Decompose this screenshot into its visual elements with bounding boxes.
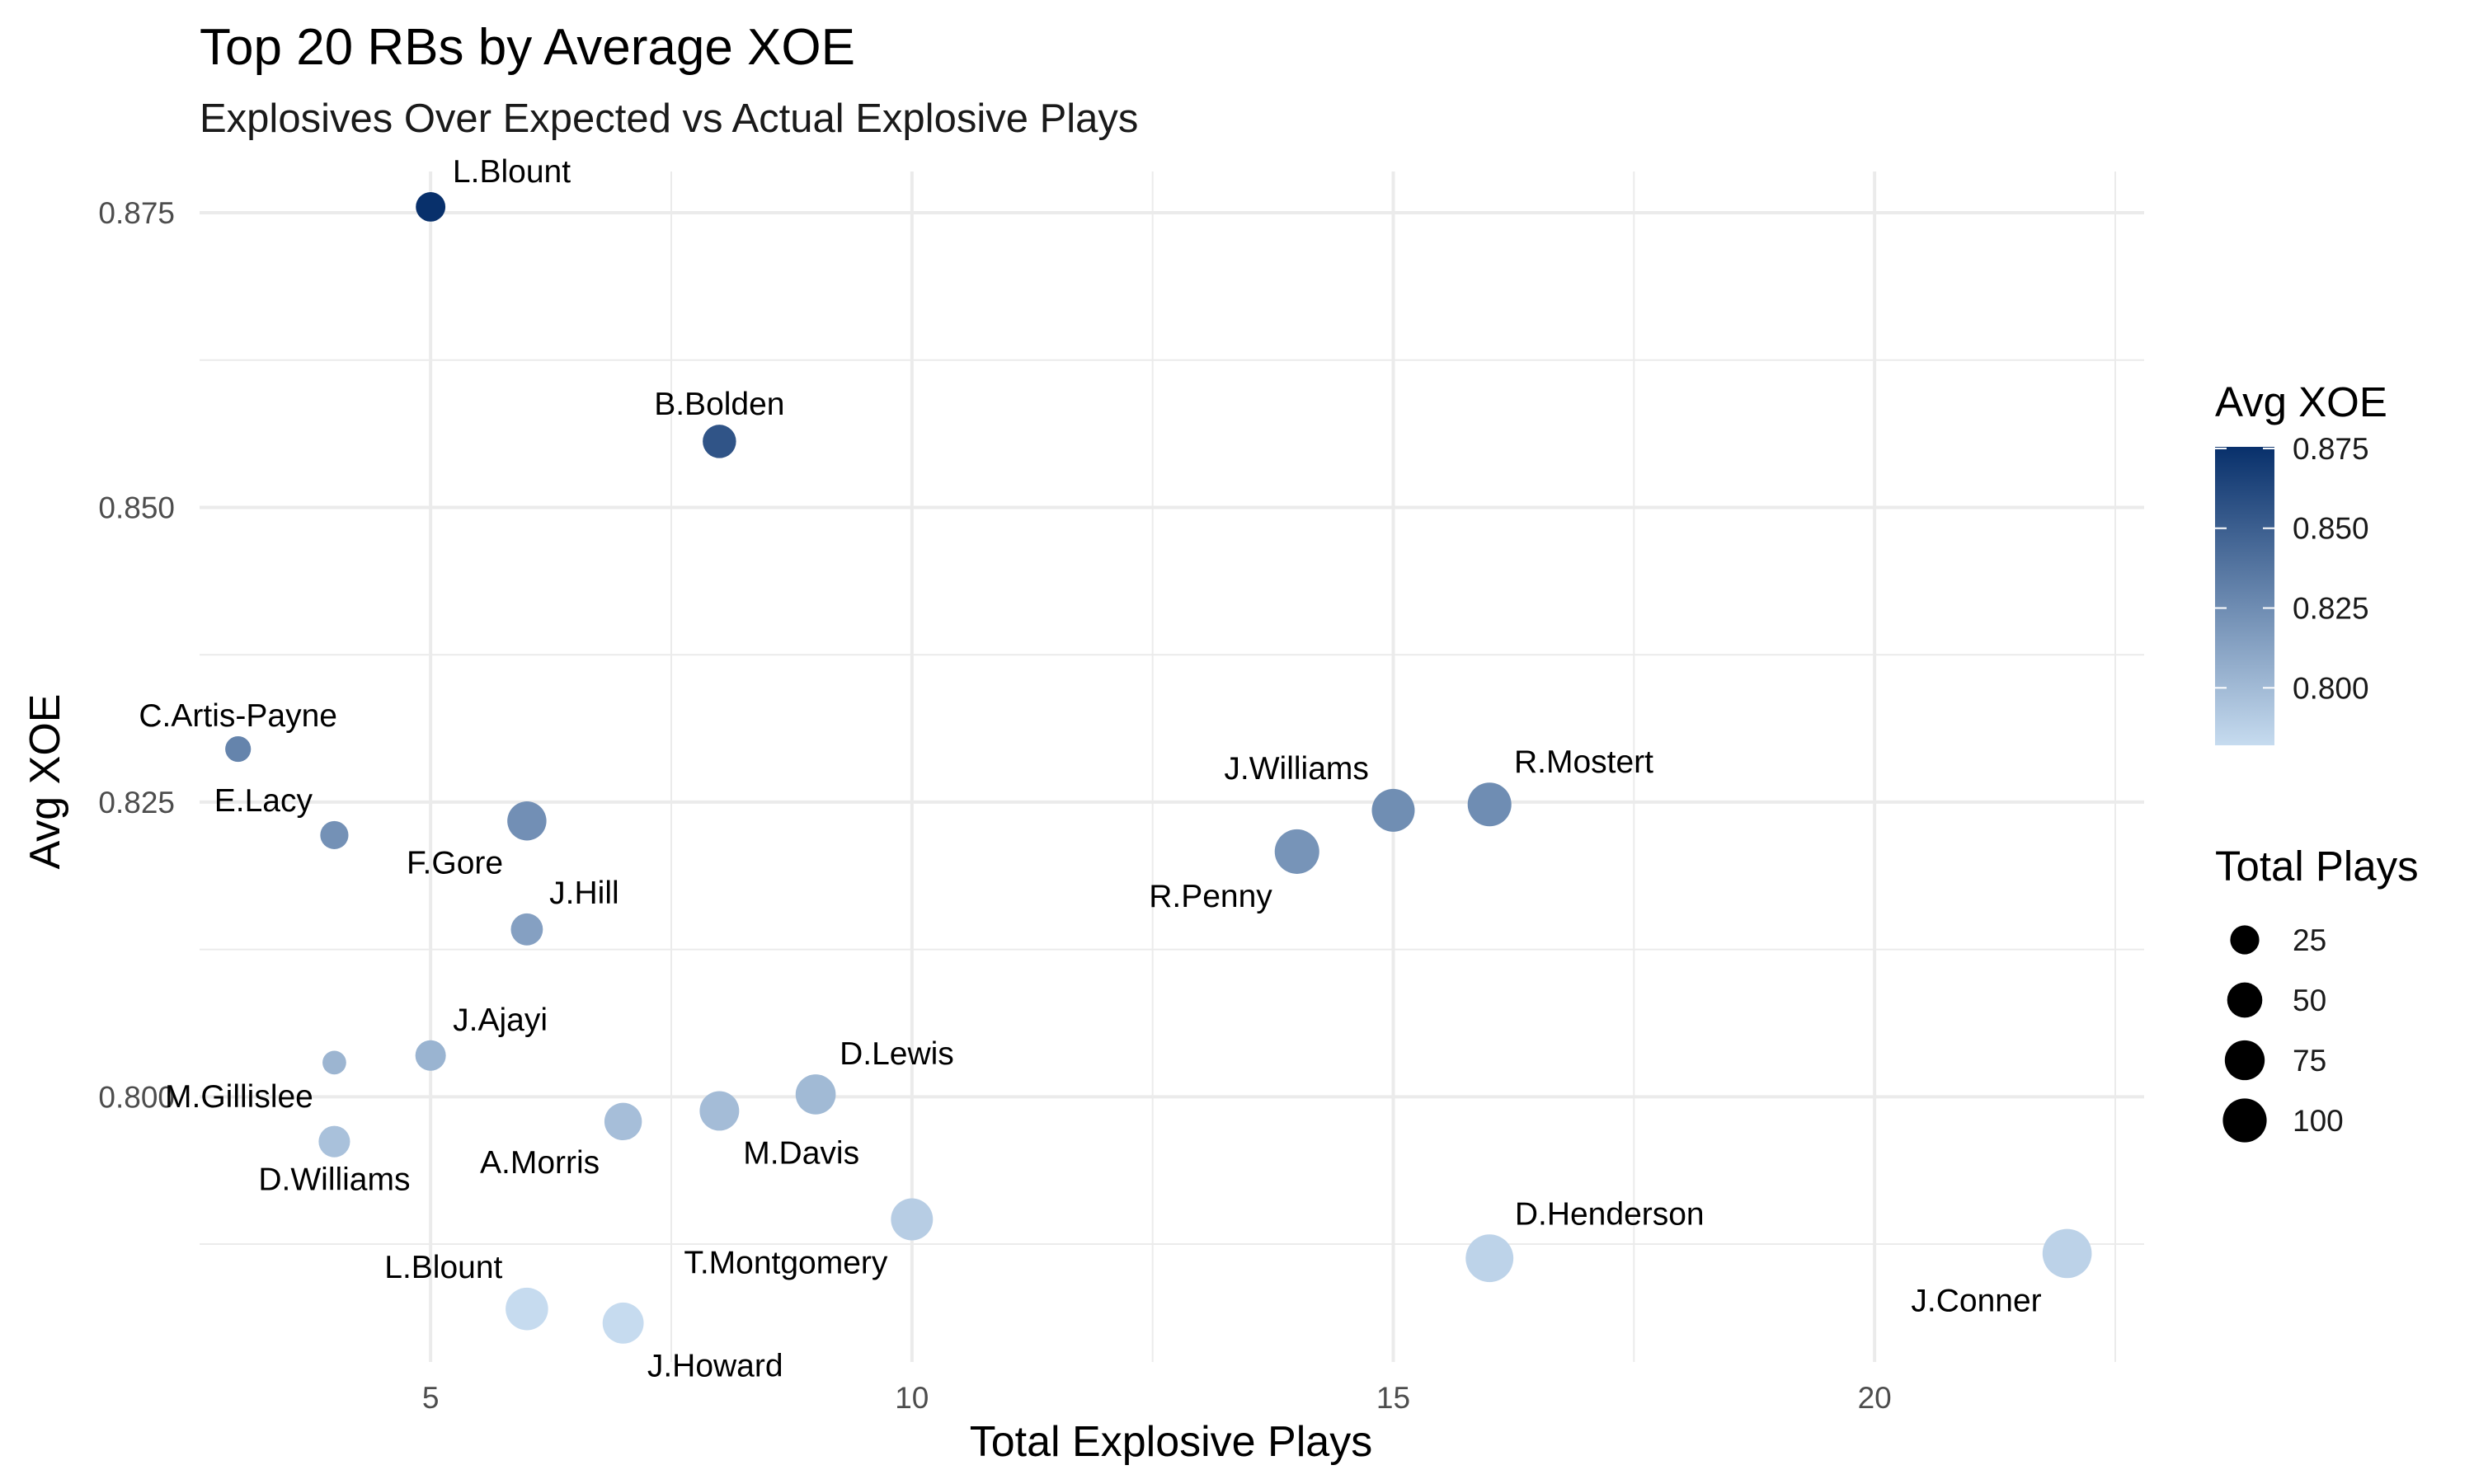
color-legend-label: 0.825 [2293,592,2369,626]
color-legend-title: Avg XOE [2215,378,2387,425]
data-point [1274,829,1319,874]
color-legend: Avg XOE 0.800 0.825 0.850 0.875 [2215,378,2387,745]
color-legend-label: 0.850 [2293,512,2369,546]
y-axis-title: Avg XOE [21,694,69,870]
point-label: D.Henderson [1515,1196,1705,1232]
size-legend-label: 50 [2293,984,2326,1017]
data-point [322,1050,346,1075]
size-legend-label: 100 [2293,1104,2344,1138]
data-point [507,801,547,841]
point-label: F.Gore [407,845,503,881]
data-point [320,820,349,849]
y-tick-label: 0.800 [98,1080,175,1114]
x-tick-label: 10 [895,1381,929,1415]
data-point [506,1287,548,1331]
point-label: J.Howard [647,1349,783,1384]
data-point [416,191,446,222]
point-label: B.Bolden [654,387,784,422]
size-legend-title: Total Plays [2215,843,2419,890]
size-legend-label: 25 [2293,923,2326,957]
point-label: M.Davis [743,1135,859,1171]
size-legend: Total Plays 25 50 75 100 [2215,843,2419,1143]
point-label: D.Williams [258,1162,410,1198]
point-label: D.Lewis [840,1036,954,1072]
point-label: J.Conner [1911,1283,2041,1318]
point-label: R.Mostert [1514,744,1653,780]
data-point [1465,1234,1514,1283]
point-label: L.Blount [384,1250,502,1285]
point-label: R.Penny [1149,879,1272,914]
data-point [225,735,252,763]
y-axis-ticks: 0.800 0.825 0.850 0.875 [98,196,175,1114]
data-point [699,1091,740,1131]
size-legend-key [2224,1040,2265,1081]
data-point [1467,782,1512,827]
point-label: T.Montgomery [684,1245,888,1280]
point-label: E.Lacy [214,783,313,819]
y-tick-label: 0.825 [98,786,175,819]
y-tick-label: 0.850 [98,491,175,524]
point-label: L.Blount [453,154,571,190]
x-axis-ticks: 5 10 15 20 [422,1381,1892,1415]
point-label: M.Gillislee [165,1079,313,1115]
data-point [703,425,736,458]
x-tick-label: 5 [422,1381,440,1415]
size-legend-key [2227,982,2263,1018]
data-point [602,1302,644,1344]
x-axis-title: Total Explosive Plays [970,1418,1372,1466]
chart-title: Top 20 RBs by Average XOE [200,19,855,76]
size-legend-key [2222,1098,2267,1143]
y-tick-label: 0.875 [98,196,175,230]
point-label: A.Morris [480,1145,600,1181]
size-legend-label: 75 [2293,1044,2326,1078]
point-label: C.Artis-Payne [139,698,337,734]
data-point [891,1198,934,1241]
x-tick-label: 20 [1858,1381,1892,1415]
point-label: J.Hill [549,876,619,911]
data-point [795,1074,836,1115]
color-legend-label: 0.875 [2293,432,2369,466]
data-point [318,1125,350,1158]
data-point [510,913,543,946]
data-point [2042,1228,2092,1279]
point-labels: L.Blount B.Bolden C.Artis-Payne E.Lacy F.Gor… [139,154,2041,1384]
color-legend-label: 0.800 [2293,671,2369,705]
chart-subtitle: Explosives Over Expected vs Actual Explo… [200,96,1138,141]
data-points [225,191,2092,1344]
data-point [415,1040,446,1071]
point-label: J.Ajayi [453,1003,548,1038]
grid [200,171,2144,1362]
x-tick-label: 15 [1376,1381,1410,1415]
size-legend-key [2230,925,2260,955]
data-point [1371,788,1415,832]
point-label: J.Williams [1224,751,1368,787]
color-legend-bar [2215,447,2274,745]
data-point [604,1102,642,1141]
